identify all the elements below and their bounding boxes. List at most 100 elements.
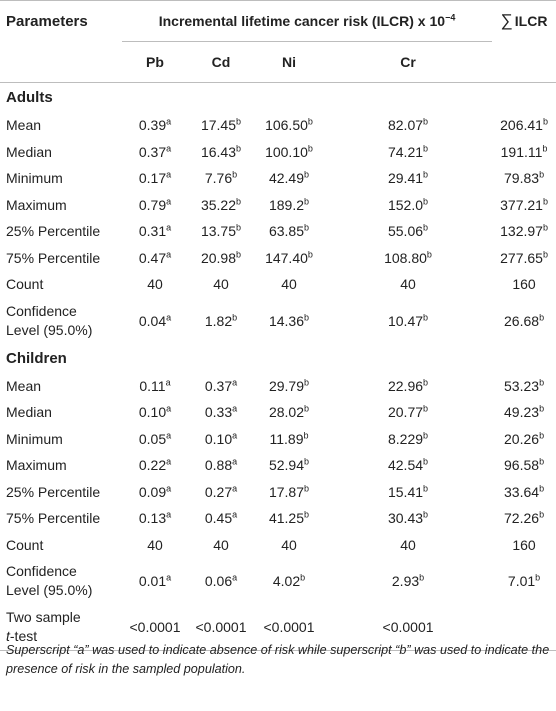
risk-superscript: b (303, 430, 309, 441)
table-cell: 20.26b (492, 426, 556, 453)
row-label: 25% Percentile (6, 223, 101, 240)
table-cell: 0.27a (188, 479, 254, 506)
cell-value: 189.2 (268, 196, 305, 213)
column-header-cr: Cr (324, 41, 493, 83)
cell-value: 28.02 (268, 404, 305, 421)
risk-superscript: a (232, 509, 238, 520)
table-cell: 49.23b (492, 399, 556, 426)
cell-value: 33.64 (504, 483, 540, 500)
row-label: Confidence Level (95.0%) (0, 298, 122, 344)
table-row: Median 0.10a 0.33a 28.02b 20.77b 49.23b (0, 399, 556, 426)
risk-superscript: b (236, 143, 242, 154)
cell-value: 0.11 (139, 377, 166, 394)
table-row: Maximum 0.79a 35.22b 189.2b 152.0b 377.21b (0, 192, 556, 219)
cell-value: 0.13 (138, 510, 167, 527)
section-header-adults: Adults (0, 83, 556, 113)
table-cell: 377.21b (492, 192, 556, 219)
risk-superscript: b (423, 311, 429, 322)
table-cell: 40 (254, 271, 324, 298)
row-label: Two sample t-test (0, 604, 122, 651)
cell-value: 14.36 (268, 312, 305, 329)
cell-value: 40 (213, 536, 229, 553)
cell-value: 147.40 (265, 249, 308, 266)
cell-value: 377.21 (500, 196, 543, 213)
risk-superscript: b (542, 196, 548, 207)
cell-value: 20.98 (200, 249, 237, 266)
cell-value: 1.82 (204, 312, 233, 329)
cell-value: 16.43 (200, 143, 237, 160)
table-cell: 96.58b (492, 452, 556, 479)
table-cell: 17.87b (254, 479, 324, 506)
table-cell: 0.39a (122, 112, 188, 139)
risk-superscript: b (539, 483, 545, 494)
row-label: 25% Percentile (6, 483, 101, 500)
table-cell: 191.11b (492, 139, 556, 166)
column-header-pb: Pb (122, 41, 188, 83)
risk-superscript: b (304, 456, 310, 467)
risk-superscript: b (423, 116, 429, 127)
table-cell: 40 (324, 532, 492, 559)
row-label: Mean (6, 377, 42, 394)
table-cell: 82.07b (324, 112, 492, 139)
sum-ilcr-header: ∑ ILCR (492, 0, 556, 42)
cell-value: 42.54 (387, 457, 424, 474)
row-label: Minimum (6, 170, 63, 187)
cell-value: 40 (400, 276, 416, 293)
cell-value: 40 (281, 276, 297, 293)
cell-value: 20.26 (504, 430, 540, 447)
risk-superscript: b (307, 116, 313, 127)
risk-superscript: a (166, 572, 172, 583)
row-label: 75% Percentile (6, 249, 101, 266)
risk-superscript: b (423, 377, 429, 388)
risk-superscript: a (166, 456, 172, 467)
cell-value: 0.17 (138, 170, 167, 187)
table-cell: <0.0001 (254, 604, 324, 651)
sum-label: ILCR (514, 13, 548, 30)
cell-value: 52.94 (268, 457, 305, 474)
cell-value: 0.04 (138, 312, 167, 329)
table-cell: 0.09a (122, 479, 188, 506)
table-cell: 206.41b (492, 112, 556, 139)
risk-superscript: b (304, 377, 310, 388)
risk-superscript: b (300, 572, 306, 583)
cell-value: 40 (147, 276, 163, 293)
row-label: Maximum (6, 196, 67, 213)
cell-value: 0.37 (204, 377, 233, 394)
risk-superscript: a (166, 509, 172, 520)
table-row: Mean 0.11a 0.37a 29.79b 22.96b 53.23b (0, 373, 556, 400)
table-cell: 53.23b (492, 373, 556, 400)
cell-value: 55.06 (387, 223, 424, 240)
table-cell: 2.93b (324, 558, 492, 604)
table-cell: 147.40b (254, 245, 324, 272)
cell-value: 40 (147, 536, 163, 553)
risk-superscript: b (542, 222, 548, 233)
risk-superscript: a (166, 430, 172, 441)
cell-value: 7.76 (204, 170, 233, 187)
column-header-ni: Ni (254, 41, 324, 83)
table-cell: <0.0001 (324, 604, 493, 651)
risk-superscript: b (423, 483, 429, 494)
cell-value: 29.41 (387, 170, 424, 187)
risk-superscript: b (307, 143, 313, 154)
risk-superscript: b (423, 143, 429, 154)
cell-value: 96.58 (504, 457, 540, 474)
risk-superscript: b (542, 143, 548, 154)
row-label: Minimum (6, 430, 63, 447)
table-cell: 26.68b (492, 298, 556, 344)
table-cell: 40 (188, 532, 254, 559)
table-cell: 55.06b (324, 218, 492, 245)
risk-superscript: b (539, 403, 545, 414)
risk-superscript: a (232, 456, 238, 467)
table-cell: 0.05a (122, 426, 188, 453)
risk-superscript: b (423, 403, 429, 414)
risk-superscript: a (232, 430, 238, 441)
risk-superscript: b (304, 169, 310, 180)
risk-superscript: b (304, 509, 310, 520)
table-cell: 17.45b (188, 112, 254, 139)
row-label-line1: Two sample (6, 609, 81, 625)
table-footnote: Superscript “a” was used to indicate abs… (6, 643, 550, 676)
table-cell: 7.76b (188, 165, 254, 192)
risk-superscript: b (539, 509, 545, 520)
table-cell: 40 (254, 532, 324, 559)
